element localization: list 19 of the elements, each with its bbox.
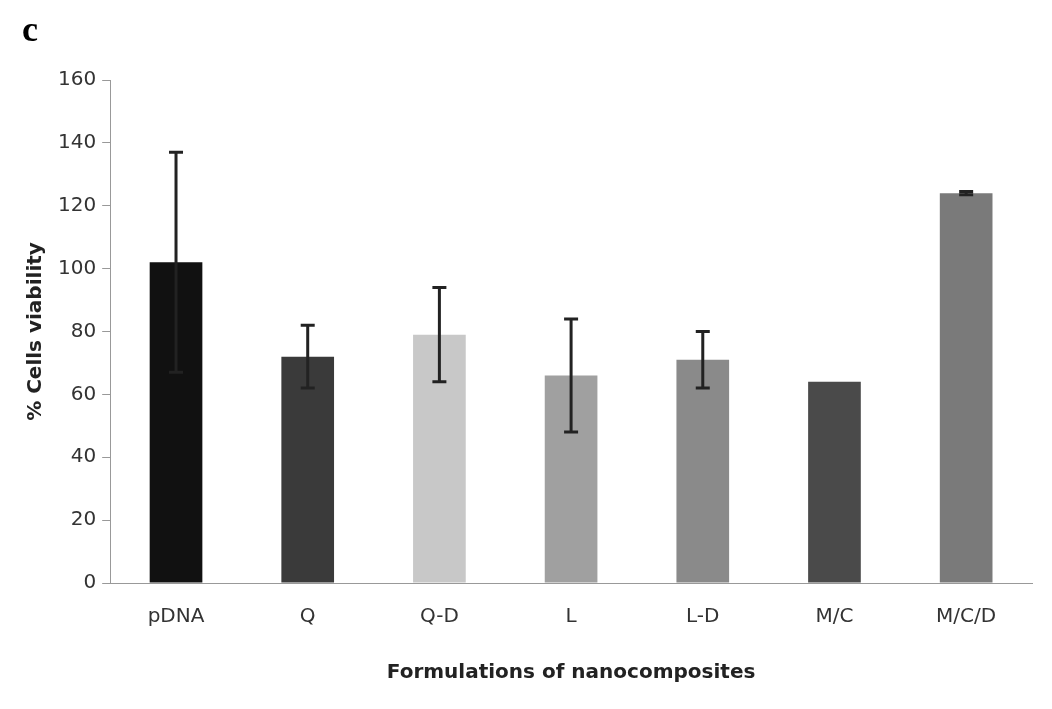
- y-axis-title: % Cells viability: [22, 242, 47, 421]
- y-tick-label: 0: [83, 569, 97, 594]
- y-tick-label: 100: [57, 254, 97, 279]
- x-tick-label: M/C/D: [936, 603, 997, 628]
- x-tick-label: M/C: [815, 603, 854, 628]
- x-axis-title: Formulations of nanocomposites: [386, 659, 756, 684]
- chart-title: c: [22, 8, 38, 50]
- y-tick-label: 160: [57, 66, 97, 91]
- y-tick-label: 20: [70, 506, 97, 531]
- x-tick-label: L-D: [686, 603, 720, 628]
- x-tick-label: L: [565, 603, 578, 628]
- y-tick-label: 120: [57, 191, 97, 216]
- y-tick-label: 140: [57, 129, 97, 154]
- x-tick-label: pDNA: [147, 603, 205, 628]
- x-tick-label: Q: [299, 603, 316, 628]
- y-tick-label: 40: [70, 443, 97, 468]
- y-tick-label: 60: [70, 380, 97, 405]
- y-tick-label: 80: [70, 317, 97, 342]
- x-tick-label: Q-D: [419, 603, 459, 628]
